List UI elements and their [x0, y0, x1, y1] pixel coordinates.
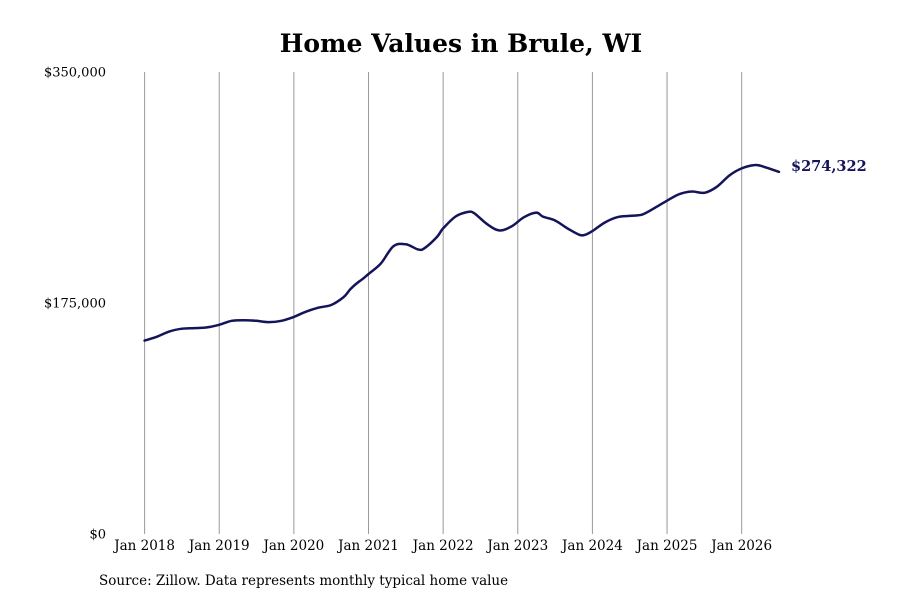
x-tick-label: Jan 2019 — [187, 538, 250, 554]
x-axis-ticks: Jan 2018 Jan 2019 Jan 2020 Jan 2021 Jan 2022… — [112, 538, 772, 554]
y-tick-label: $350,000 — [44, 66, 106, 81]
x-tick-label: Jan 2024 — [560, 538, 623, 554]
series-line — [143, 163, 781, 342]
x-tick-label: Jan 2026 — [709, 538, 772, 554]
y-tick-label: $0 — [89, 528, 106, 543]
x-tick-label: Jan 2022 — [411, 538, 474, 554]
y-tick-label: $175,000 — [44, 297, 106, 312]
end-value-label: $274,322 — [791, 158, 867, 175]
x-tick-label: Jan 2020 — [261, 538, 324, 554]
x-tick-label: Jan 2023 — [485, 538, 548, 554]
x-tick-label: Jan 2021 — [336, 538, 399, 554]
y-axis-ticks: $0 $175,000 $350,000 — [44, 66, 106, 543]
chart-title: Home Values in Brule, WI — [280, 29, 642, 58]
source-note: Source: Zillow. Data represents monthly … — [99, 573, 509, 589]
gridlines — [144, 72, 743, 534]
x-tick-label: Jan 2018 — [112, 538, 175, 554]
x-tick-label: Jan 2025 — [635, 538, 698, 554]
